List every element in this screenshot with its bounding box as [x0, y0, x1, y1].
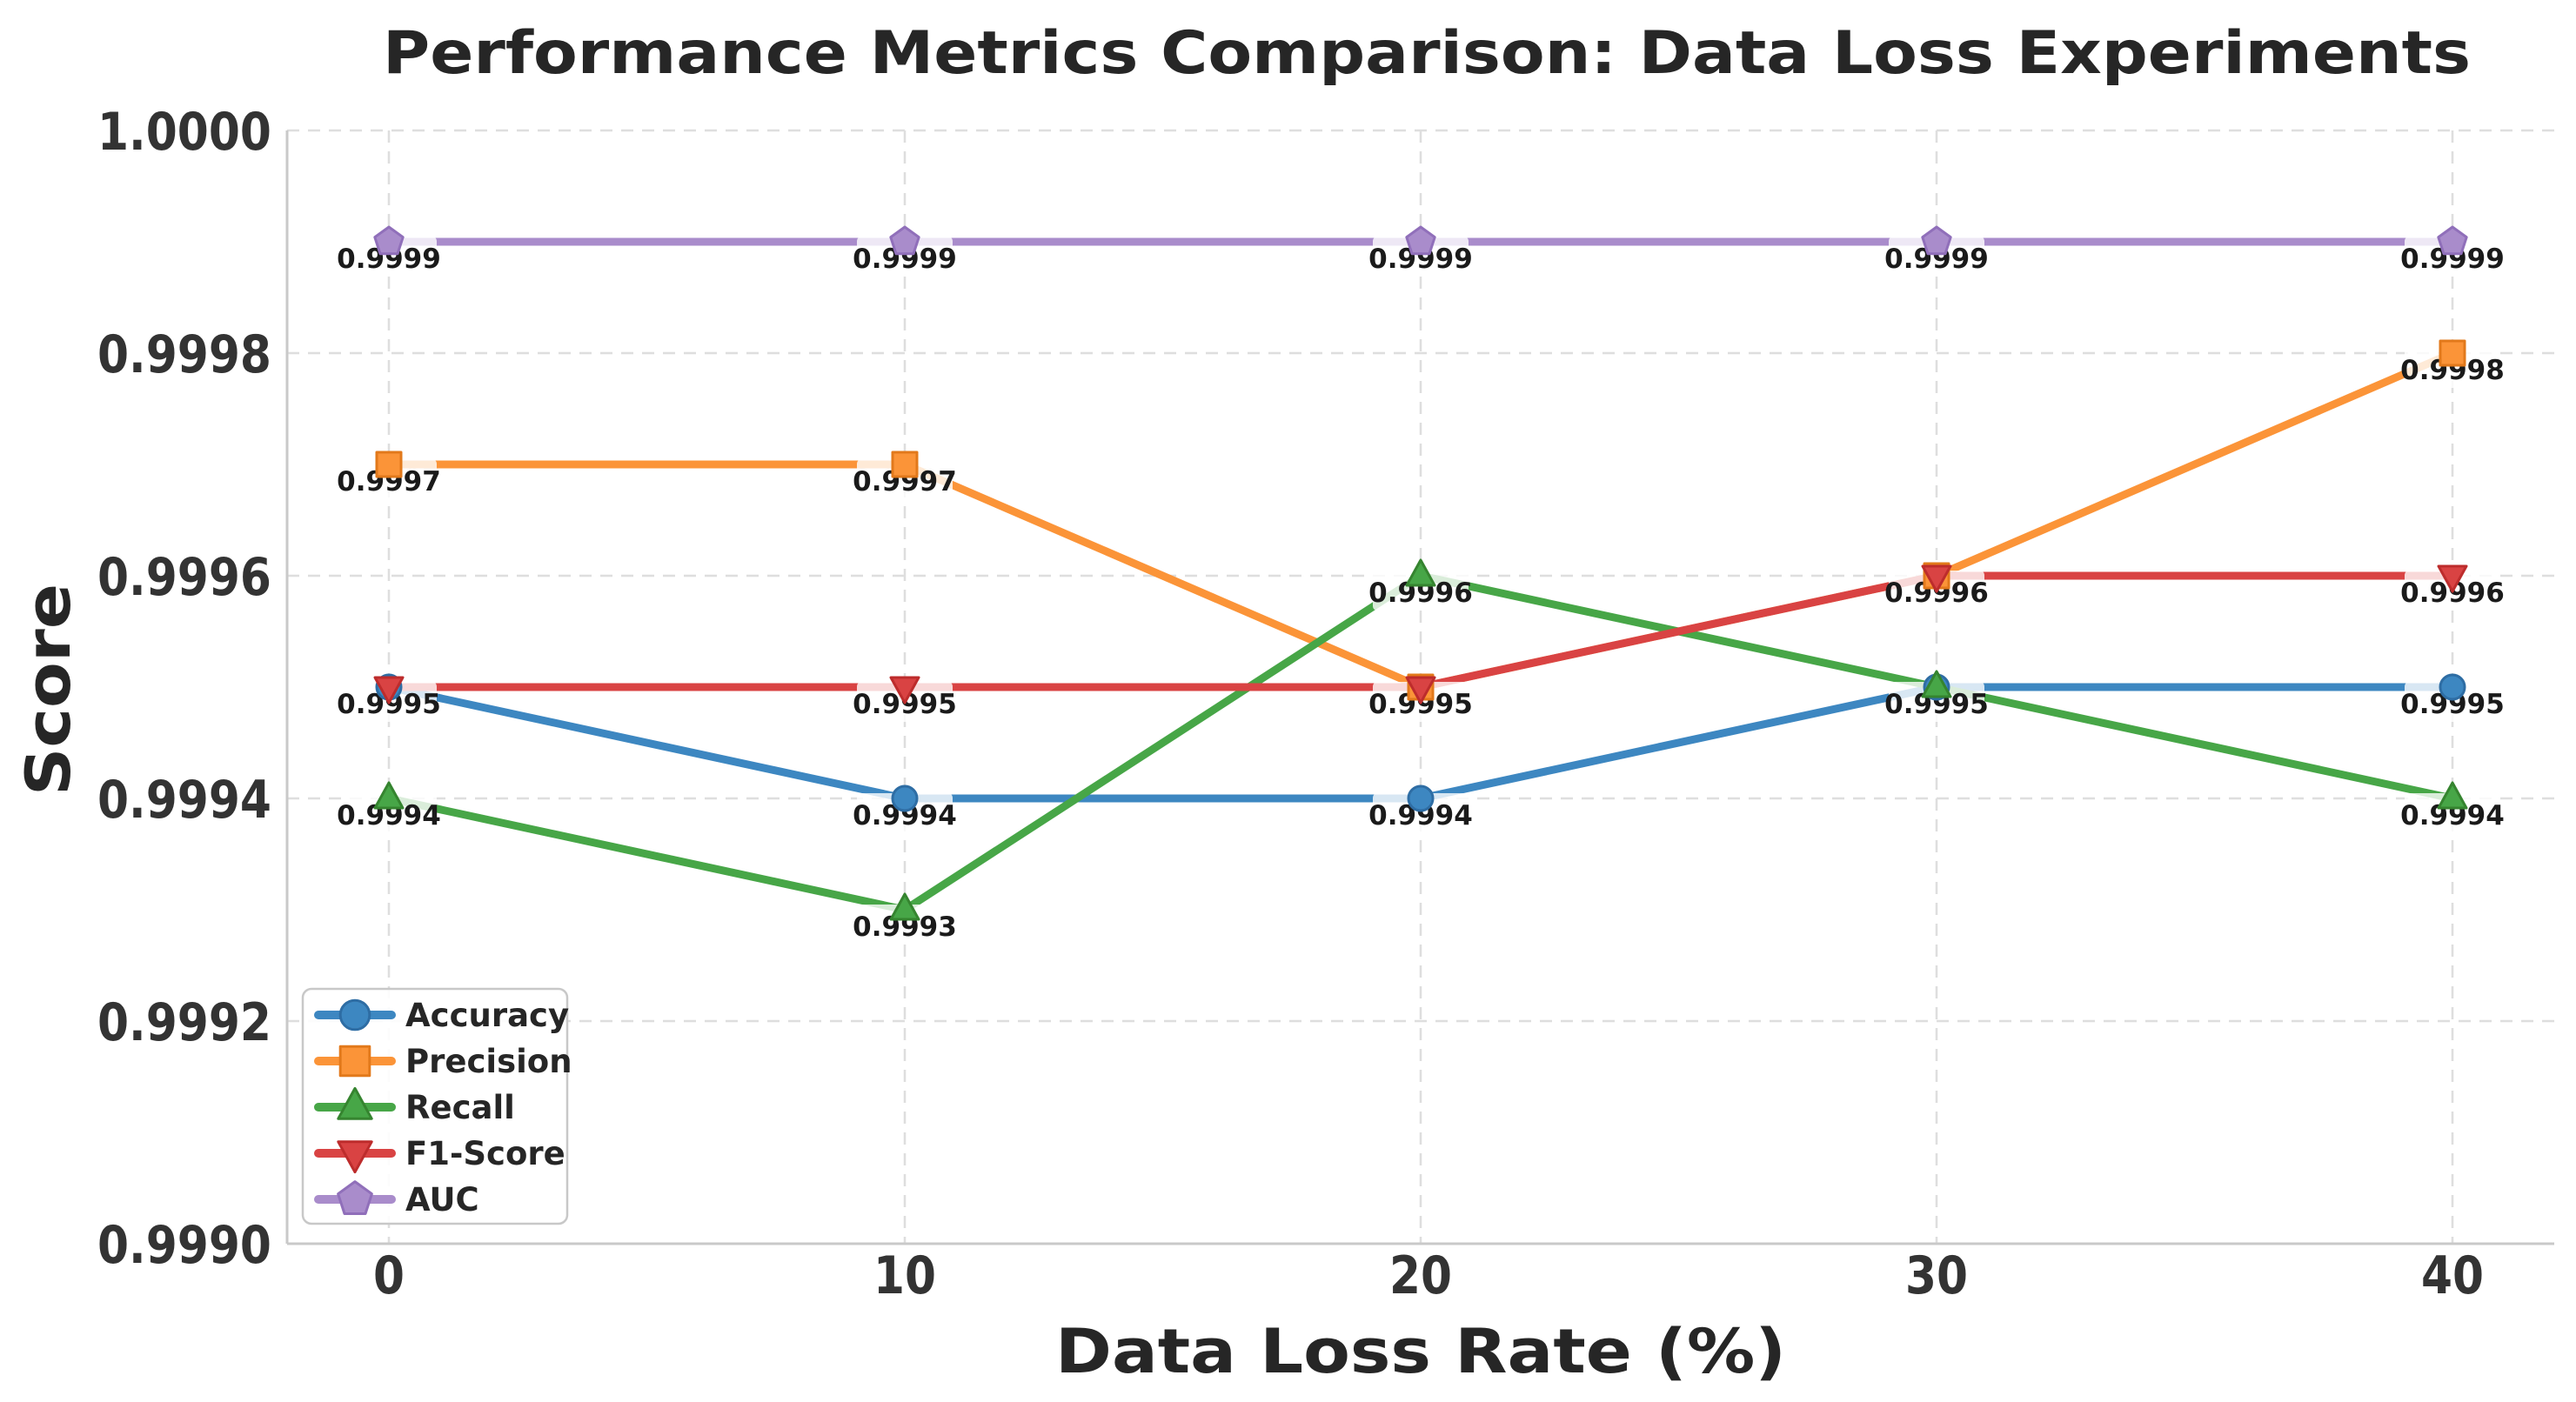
x-axis-label: Data Loss Rate (%): [1055, 1316, 1786, 1387]
x-tick-label: 40: [2421, 1245, 2484, 1306]
legend-marker-triangle-up: [337, 1086, 373, 1120]
marker-triangle-down-f1-score: [373, 676, 405, 704]
marker-square-precision: [2439, 339, 2466, 367]
y-tick-label: 1.0000: [97, 102, 271, 163]
x-tick-label: 0: [373, 1245, 405, 1306]
point-label-box: [1373, 571, 1469, 611]
legend-marker-pentagon: [337, 1180, 373, 1215]
legend-marker-square: [338, 1045, 371, 1078]
point-label-box: [2405, 348, 2500, 388]
series-markers: [373, 225, 2468, 921]
marker-pentagon-auc: [889, 225, 920, 256]
y-tick-label: 0.9990: [97, 1215, 271, 1276]
legend-label: AUC: [405, 1181, 479, 1218]
x-tick-label: 20: [1389, 1245, 1452, 1306]
point-label-box: [857, 793, 953, 833]
x-tick-label: 30: [1905, 1245, 1968, 1306]
chart-title: Performance Metrics Comparison: Data Los…: [383, 19, 2471, 88]
marker-triangle-down-f1-score: [889, 676, 920, 704]
marker-triangle-up-recall: [889, 892, 920, 921]
legend-label: Accuracy: [405, 997, 569, 1034]
point-label-box: [1373, 793, 1469, 833]
marker-triangle-down-f1-score: [2437, 564, 2468, 593]
legend-item-precision: Precision: [314, 1043, 572, 1080]
point-label-box: [341, 237, 437, 277]
legend-item-auc: AUC: [314, 1180, 479, 1218]
legend-label: Recall: [405, 1089, 515, 1126]
marker-triangle-down-f1-score: [1405, 676, 1436, 704]
legend-item-f1-score: F1-Score: [314, 1135, 565, 1174]
axes-spines: [285, 130, 2554, 1245]
marker-pentagon-auc: [1921, 225, 1952, 256]
point-label-box: [857, 459, 953, 499]
marker-square-precision: [375, 451, 403, 478]
point-label-box: [2405, 237, 2500, 277]
legend-item-recall: Recall: [314, 1086, 515, 1126]
legend-label: Precision: [405, 1043, 572, 1080]
marker-circle-accuracy: [891, 784, 919, 812]
point-label-box: [857, 237, 953, 277]
legend: Accuracy Precision Recall F1-Score AUC: [301, 987, 572, 1225]
y-axis-label: Score: [13, 584, 84, 796]
point-label-box: [2405, 793, 2500, 833]
x-tick-label: 10: [873, 1245, 936, 1306]
point-label-box: [341, 793, 437, 833]
marker-circle-accuracy: [1407, 784, 1435, 812]
y-tick-label: 0.9994: [97, 770, 271, 831]
marker-pentagon-auc: [2437, 225, 2468, 256]
point-label-box: [1373, 237, 1469, 277]
marker-triangle-down-f1-score: [1921, 564, 1952, 593]
marker-pentagon-auc: [373, 225, 405, 256]
y-tick-label: 0.9998: [97, 324, 271, 385]
tick-labels: 0.9990 0.9992 0.9994 0.9996 0.9998 1.0000 0 10 2…: [97, 102, 2484, 1306]
y-tick-label: 0.9992: [97, 992, 271, 1053]
marker-triangle-up-recall: [1405, 558, 1436, 587]
marker-pentagon-auc: [1405, 225, 1436, 256]
marker-square-precision: [891, 451, 919, 478]
legend-marker-triangle-down: [337, 1140, 373, 1174]
point-label-box: [857, 905, 953, 945]
point-label-box: [341, 459, 437, 499]
legend-marker-circle: [338, 998, 371, 1031]
marker-triangle-up-recall: [1921, 670, 1952, 698]
marker-triangle-up-recall: [2437, 781, 2468, 810]
marker-triangle-up-recall: [373, 781, 405, 810]
point-label-box: [1889, 237, 1984, 277]
point-label-box: [1889, 682, 1984, 722]
y-tick-label: 0.9996: [97, 547, 271, 608]
legend-item-accuracy: Accuracy: [314, 997, 569, 1034]
legend-label: F1-Score: [405, 1135, 565, 1172]
point-label-box: [2405, 682, 2500, 722]
marker-circle-accuracy: [2439, 673, 2466, 701]
